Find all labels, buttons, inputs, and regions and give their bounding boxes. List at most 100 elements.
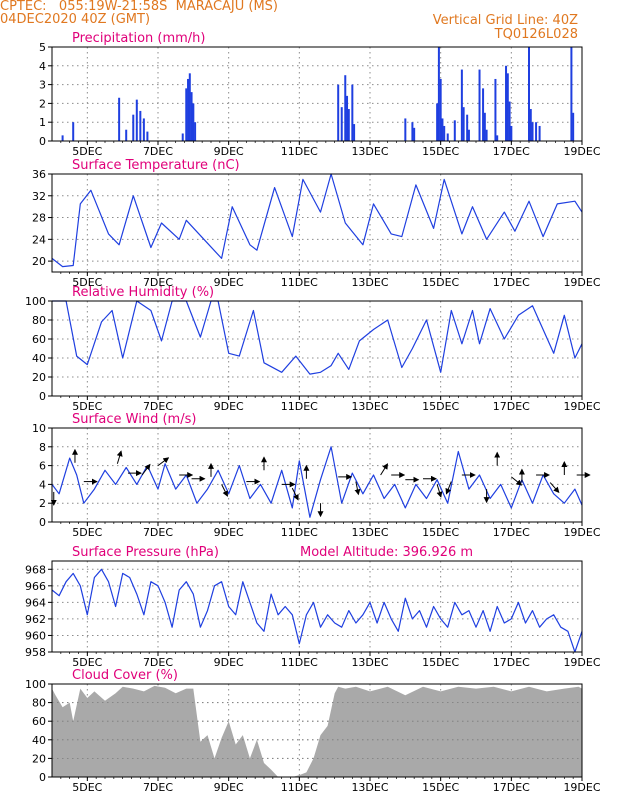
header-model-id: TQ0126L028 (494, 27, 578, 42)
precip-bar (194, 122, 197, 141)
wind-arrow (549, 482, 560, 494)
header-grid-note: Vertical Grid Line: 40Z (432, 13, 578, 28)
y-tick-label: 964 (25, 596, 46, 609)
precip-bar (453, 120, 456, 141)
x-tick-label: 19DEC (563, 276, 600, 289)
x-tick-label: 5DEC (72, 781, 102, 794)
precip-bar (478, 69, 481, 141)
y-tick-label: 20 (32, 752, 46, 765)
x-tick-label: 17DEC (493, 526, 530, 539)
panel-frame (51, 560, 583, 653)
y-tick-label: 960 (25, 629, 46, 642)
precip-bar (413, 127, 416, 141)
precip-bar (61, 135, 64, 141)
precip-bar (337, 84, 340, 141)
x-tick-label: 9DEC (214, 781, 244, 794)
wind-arrow (116, 450, 123, 464)
precip-bar (572, 112, 575, 141)
panel-frame (51, 427, 583, 523)
panel-precip (48, 46, 583, 145)
x-tick-label: 7DEC (143, 781, 173, 794)
precip-bar (506, 73, 509, 141)
panel-frame (51, 683, 583, 778)
precip-bar (443, 125, 446, 141)
precip-bar (570, 47, 573, 141)
precip-bar (467, 129, 470, 141)
x-tick-label: 5DEC (72, 526, 102, 539)
y-tick-label: 2 (39, 497, 46, 510)
x-tick-label: 19DEC (563, 656, 600, 669)
x-tick-label: 17DEC (493, 656, 530, 669)
x-tick-label: 19DEC (563, 145, 600, 158)
y-tick-label: 80 (32, 314, 46, 327)
y-tick-label: 40 (32, 734, 46, 747)
x-tick-label: 9DEC (214, 145, 244, 158)
x-tick-label: 15DEC (422, 145, 459, 158)
series-line-wind (51, 446, 583, 518)
y-tick-label: 5 (39, 41, 46, 54)
x-tick-label: 19DEC (563, 400, 600, 413)
precip-bar (146, 131, 149, 141)
precip-bar (483, 112, 486, 141)
panel-temp (48, 173, 583, 276)
x-tick-label: 7DEC (143, 656, 173, 669)
precip-bar (535, 122, 538, 141)
y-tick-label: 2 (39, 97, 46, 110)
y-tick-label: 40 (32, 352, 46, 365)
precip-bar (181, 133, 184, 141)
y-tick-label: 80 (32, 697, 46, 710)
y-tick-label: 100 (25, 678, 46, 691)
precip-bar (437, 47, 440, 141)
wind-arrow (380, 463, 389, 476)
y-tick-label: 0 (39, 135, 46, 148)
y-tick-label: 36 (32, 168, 46, 181)
wind-arrow (445, 481, 452, 495)
y-tick-label: 100 (25, 295, 46, 308)
precip-bar (529, 109, 532, 141)
x-tick-label: 9DEC (214, 656, 244, 669)
x-tick-label: 11DEC (281, 276, 318, 289)
precip-bar (460, 69, 463, 141)
x-tick-label: 17DEC (493, 400, 530, 413)
precip-bar (482, 88, 485, 141)
y-tick-label: 4 (39, 60, 46, 73)
x-tick-label: 5DEC (72, 656, 102, 669)
y-tick-label: 0 (39, 516, 46, 529)
precip-bar (344, 75, 347, 141)
series-line-rh (52, 300, 583, 375)
precip-bar (347, 109, 350, 141)
y-tick-label: 968 (25, 563, 46, 576)
x-tick-label: 7DEC (143, 400, 173, 413)
x-tick-label: 13DEC (351, 400, 388, 413)
y-tick-label: 1 (39, 116, 46, 129)
precip-bar (185, 88, 188, 141)
series-line-pres (51, 568, 583, 653)
panel-wind (48, 427, 591, 526)
x-tick-label: 19DEC (563, 526, 600, 539)
precip-bar (411, 122, 414, 141)
y-tick-label: 966 (25, 580, 46, 593)
y-tick-label: 0 (39, 771, 46, 784)
panel-frame (51, 173, 583, 273)
x-tick-label: 15DEC (422, 276, 459, 289)
y-tick-label: 60 (32, 333, 46, 346)
precip-bar (139, 110, 142, 141)
y-tick-label: 6 (39, 460, 46, 473)
panel-rh (48, 300, 583, 400)
precip-bar (187, 78, 190, 141)
y-tick-label: 60 (32, 715, 46, 728)
x-tick-label: 17DEC (493, 781, 530, 794)
panel-title: Surface Temperature (nC) (72, 158, 240, 173)
panel-pres (48, 560, 583, 656)
x-tick-label: 5DEC (72, 145, 102, 158)
precip-bar (531, 122, 534, 141)
cloud-area (52, 685, 582, 777)
x-tick-label: 13DEC (351, 526, 388, 539)
precip-bar (72, 122, 75, 141)
precip-bar (446, 133, 449, 141)
y-tick-label: 4 (39, 478, 46, 491)
x-tick-label: 13DEC (351, 276, 388, 289)
panel-title: Precipitation (mm/h) (72, 31, 205, 46)
x-tick-label: 17DEC (493, 276, 530, 289)
y-tick-label: 3 (39, 79, 46, 92)
